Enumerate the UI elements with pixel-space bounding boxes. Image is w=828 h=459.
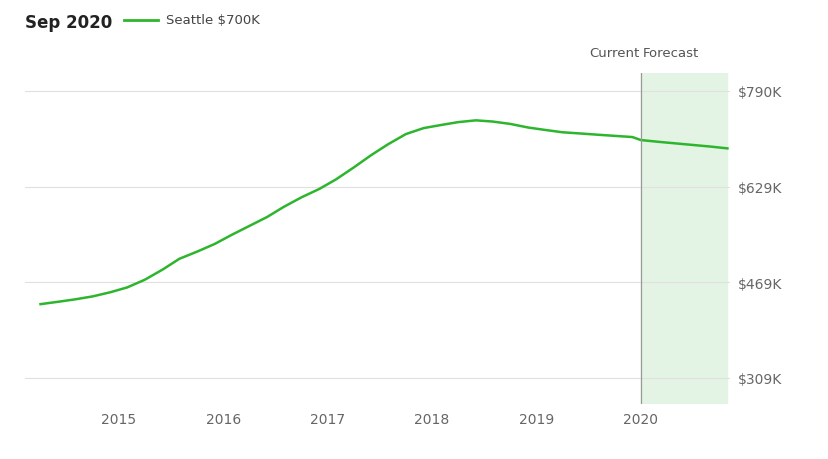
Text: Seattle $700K: Seattle $700K [166,14,259,27]
Text: Forecast: Forecast [642,47,698,60]
Bar [640,73,726,404]
Text: Sep 2020: Sep 2020 [25,14,112,32]
Text: Current: Current [588,47,638,60]
